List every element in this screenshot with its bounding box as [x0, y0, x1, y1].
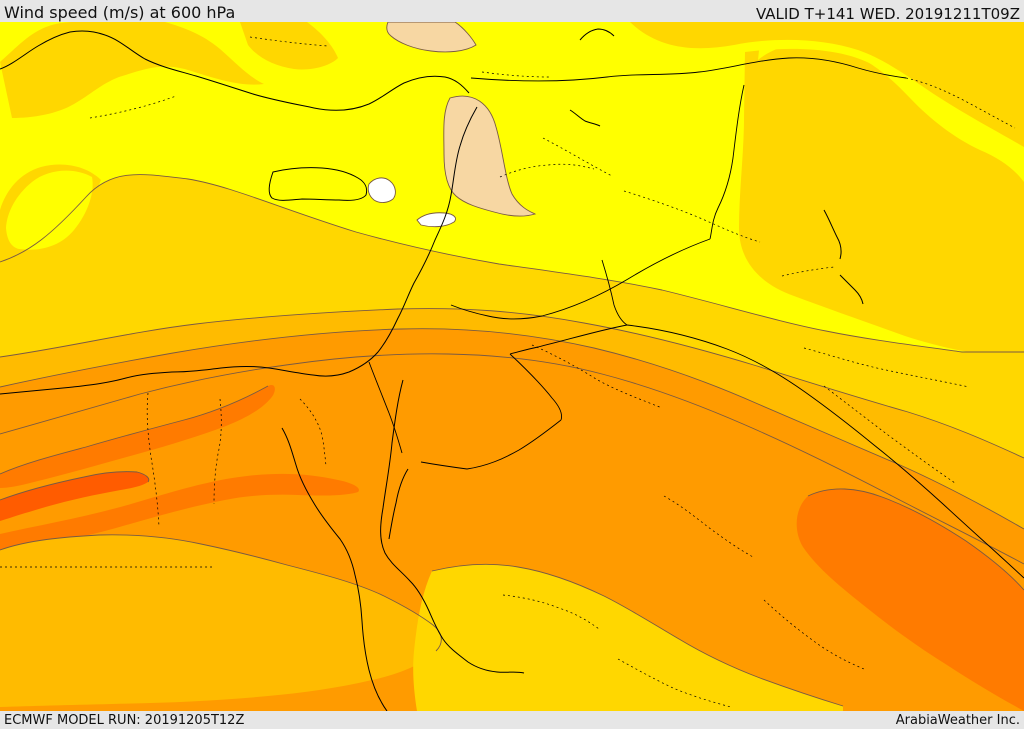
west-yellow-island — [6, 170, 93, 250]
northeast-gold-zone — [630, 22, 1024, 147]
iraq-saudi-border — [626, 324, 1024, 579]
north-lake-outline — [579, 28, 615, 41]
saudi-dotted-3 — [763, 599, 865, 670]
jordan-south-border — [509, 353, 563, 421]
map-area — [0, 22, 1024, 711]
saudi-dotted-2 — [663, 495, 754, 558]
saudi-dotted-1 — [502, 594, 600, 630]
north-gold-band — [0, 22, 264, 118]
north-dotted-3 — [481, 71, 550, 78]
contour-line-5 — [0, 534, 442, 652]
credit: ArabiaWeather Inc. — [895, 713, 1020, 728]
header-bar: Wind speed (m/s) at 600 hPa VALID T+141 … — [0, 0, 1024, 23]
dotted-borders — [0, 36, 1016, 708]
jordan-saudi-border — [601, 259, 628, 326]
turkey-syria-border — [470, 57, 907, 82]
saudi-dotted-4 — [617, 658, 732, 708]
syria-dotted-1 — [623, 190, 761, 243]
gulf-west-coastline — [281, 427, 388, 711]
coastlines — [0, 28, 864, 711]
model-run: ECMWF MODEL RUN: 20191205T12Z — [4, 713, 245, 728]
syria-iraq-border — [709, 84, 745, 240]
levant-egypt-coastline — [0, 106, 478, 395]
levant-peach-patch — [443, 95, 537, 217]
west-red-streak — [0, 471, 149, 521]
egypt-region-dotted-3 — [299, 398, 327, 467]
contour-lines — [0, 174, 1024, 707]
contour-line-6 — [431, 563, 844, 707]
egypt-region-dotted-1 — [213, 398, 222, 505]
footer-bar: ECMWF MODEL RUN: 20191205T12Z ArabiaWeat… — [0, 711, 1024, 729]
red-sea-coastline — [380, 379, 525, 674]
iraq-dotted-1 — [781, 266, 835, 277]
eastern-lake-outline — [823, 209, 842, 260]
sinai-border — [368, 361, 403, 454]
north-dotted-1 — [89, 95, 177, 119]
gulf-dotted-1 — [823, 385, 956, 484]
contour-line-2 — [0, 308, 1024, 459]
contour-line-1 — [0, 174, 1024, 353]
eastern-lake-outline-2 — [839, 274, 864, 305]
north-dotted-2 — [249, 36, 329, 47]
cyprus-coastline — [268, 167, 368, 201]
gulf-east-coastline — [388, 468, 409, 540]
west-deep-orange-ribbon — [0, 385, 275, 488]
inland-lake-outline — [569, 109, 601, 127]
saudi-egypt-link — [466, 419, 562, 470]
solid-borders — [368, 57, 1024, 579]
north-peach-patch — [386, 22, 477, 53]
north-coastline — [0, 30, 470, 111]
syria-dotted-2 — [542, 137, 613, 177]
contour-line-8 — [0, 385, 269, 475]
saudi-jordan-border — [509, 324, 628, 355]
wind-speed-map — [0, 22, 1024, 711]
east-deep-orange-zone — [796, 488, 1024, 711]
iraq-jordan-border — [450, 238, 711, 320]
coastal-white-patch — [416, 212, 456, 228]
aqaba-border — [420, 461, 468, 470]
contour-line-9 — [0, 471, 150, 501]
southeast-gold-plain — [413, 564, 843, 711]
north-gold-arc — [240, 22, 338, 70]
contour-line-4 — [0, 353, 1024, 565]
cyprus-white-patch — [367, 177, 396, 203]
contour-line-3 — [0, 328, 1024, 530]
south-amber-plain — [0, 534, 442, 707]
map-title: Wind speed (m/s) at 600 hPa — [4, 3, 236, 22]
sw-red-orange-streak — [0, 473, 359, 552]
contour-line-7 — [807, 488, 1024, 591]
valid-time: VALID T+141 WED. 20191211T09Z — [755, 5, 1020, 23]
